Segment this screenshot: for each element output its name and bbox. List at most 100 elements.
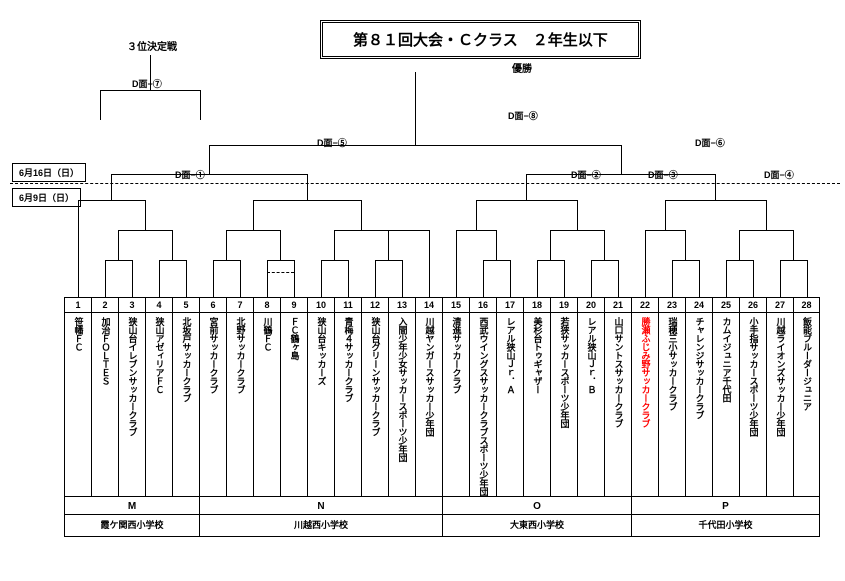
team-cell: 22勝瀬ふじみ野サッカークラブ: [631, 297, 658, 497]
team-name: 飯能ブルーダージュニア: [802, 313, 811, 411]
team-cell: 9ＦＣ鶴ヶ島: [280, 297, 307, 497]
round-d5: D面−⑤: [317, 136, 347, 149]
venue-row: M霞ケ関西小学校N川越西小学校O大東西小学校P千代田小学校: [64, 497, 820, 537]
venue-name: 千代田小学校: [698, 515, 752, 534]
team-name: 笹幡ＦＣ: [74, 313, 83, 351]
team-number: 23: [659, 298, 685, 313]
team-name: 入間少年少女サッカースポーツ少年団: [398, 313, 407, 462]
team-number: 10: [308, 298, 334, 313]
team-cell: 25カムイジュニア千代田: [712, 297, 739, 497]
team-number: 15: [443, 298, 469, 313]
team-cell: 24チャレンジサッカークラブ: [685, 297, 712, 497]
team-cell: 10狭山台キッカーズ: [307, 297, 334, 497]
team-name: 若狭サッカースポーツ少年団: [560, 313, 569, 428]
team-cell: 6宮前サッカークラブ: [199, 297, 226, 497]
team-cell: 12狭山台グリーンサッカークラブ: [361, 297, 388, 497]
round-d4: D面−④: [764, 168, 794, 181]
venue-name: 大東西小学校: [510, 515, 564, 534]
team-name: 狭山台グリーンサッカークラブ: [371, 313, 380, 436]
team-number: 16: [470, 298, 496, 313]
team-number: 18: [524, 298, 550, 313]
venue-cell: O大東西小学校: [442, 497, 631, 537]
team-row: 1笹幡ＦＣ2加治ＦＯＬＴＥＳ3狭山台イレブンサッカークラブ4狭山アゼィリアＦＣ5…: [64, 297, 820, 497]
team-name: 山口サントスサッカークラブ: [614, 313, 623, 428]
team-cell: 1笹幡ＦＣ: [64, 297, 91, 497]
venue-name: 川越西小学校: [294, 515, 348, 534]
team-number: 11: [335, 298, 361, 313]
team-cell: 21山口サントスサッカークラブ: [604, 297, 631, 497]
team-name: レアル狭山Ｊｒ．Ａ: [506, 313, 515, 394]
team-name: 川鶴ＦＣ: [263, 313, 272, 351]
team-number: 26: [740, 298, 766, 313]
venue-cell: P千代田小学校: [631, 497, 820, 537]
team-name: 小手指サッカースポーツ少年団: [749, 313, 758, 436]
date-r1: 6月16日（日）: [12, 163, 86, 182]
team-name: 北坂戸サッカークラブ: [182, 313, 191, 402]
venue-group: M: [65, 499, 199, 515]
team-number: 22: [632, 298, 658, 313]
venue-group: O: [443, 499, 631, 515]
round-d8: D面−⑧: [508, 109, 538, 122]
team-name: 川越ヤンガースサッカー少年団: [425, 313, 434, 436]
team-cell: 23瑞穂三小サッカークラブ: [658, 297, 685, 497]
date-r0: 6月9日（日）: [12, 188, 81, 207]
winner-label: 優勝: [512, 60, 532, 75]
team-cell: 3狭山台イレブンサッカークラブ: [118, 297, 145, 497]
team-name: ＦＣ鶴ヶ島: [290, 313, 299, 360]
team-cell: 11青梅４サッカークラブ: [334, 297, 361, 497]
team-number: 25: [713, 298, 739, 313]
venue-group: N: [200, 499, 442, 515]
team-name: 勝瀬ふじみ野サッカークラブ: [641, 313, 650, 428]
team-number: 4: [146, 298, 172, 313]
venue-cell: M霞ケ関西小学校: [64, 497, 199, 537]
team-number: 8: [254, 298, 280, 313]
team-number: 27: [767, 298, 793, 313]
team-cell: 2加治ＦＯＬＴＥＳ: [91, 297, 118, 497]
team-number: 20: [578, 298, 604, 313]
team-name: カムイジュニア千代田: [722, 313, 731, 402]
team-number: 14: [416, 298, 442, 313]
team-name: 北野サッカークラブ: [236, 313, 245, 394]
team-number: 28: [794, 298, 819, 313]
team-name: 清進サッカークラブ: [452, 313, 461, 394]
team-number: 5: [173, 298, 199, 313]
third-place-label: ３位決定戦: [127, 38, 177, 53]
round-d6: D面−⑥: [695, 136, 725, 149]
team-number: 13: [389, 298, 415, 313]
team-cell: 5北坂戸サッカークラブ: [172, 297, 199, 497]
team-cell: 27川越ライオンズサッカー少年団: [766, 297, 793, 497]
team-name: 青梅４サッカークラブ: [344, 313, 353, 402]
team-number: 21: [605, 298, 631, 313]
team-name: レアル狭山Ｊｒ．Ｂ: [587, 313, 596, 394]
team-cell: 19若狭サッカースポーツ少年団: [550, 297, 577, 497]
team-cell: 17レアル狭山Ｊｒ．Ａ: [496, 297, 523, 497]
team-cell: 13入間少年少女サッカースポーツ少年団: [388, 297, 415, 497]
team-cell: 7北野サッカークラブ: [226, 297, 253, 497]
team-name: 狭山アゼィリアＦＣ: [155, 313, 164, 394]
team-number: 6: [200, 298, 226, 313]
venue-name: 霞ケ関西小学校: [100, 515, 163, 534]
team-cell: 14川越ヤンガースサッカー少年団: [415, 297, 442, 497]
team-name: 瑞穂三小サッカークラブ: [668, 313, 677, 411]
title: 第８１回大会・Ｃクラス ２年生以下: [320, 20, 641, 59]
team-number: 9: [281, 298, 307, 313]
team-number: 1: [65, 298, 91, 313]
team-number: 3: [119, 298, 145, 313]
team-name: 狭山台キッカーズ: [317, 313, 326, 385]
venue-group: P: [632, 499, 819, 515]
team-cell: 8川鶴ＦＣ: [253, 297, 280, 497]
team-cell: 16西武ウイングスサッカークラブスポーツ少年団: [469, 297, 496, 497]
team-cell: 28飯能ブルーダージュニア: [793, 297, 820, 497]
venue-cell: N川越西小学校: [199, 497, 442, 537]
team-name: 宮前サッカークラブ: [209, 313, 218, 394]
team-number: 2: [92, 298, 118, 313]
team-name: 川越ライオンズサッカー少年団: [776, 313, 785, 436]
team-cell: 26小手指サッカースポーツ少年団: [739, 297, 766, 497]
team-number: 17: [497, 298, 523, 313]
team-number: 7: [227, 298, 253, 313]
round-d7: D面−⑦: [132, 77, 162, 90]
team-number: 19: [551, 298, 577, 313]
team-number: 12: [362, 298, 388, 313]
team-name: 加治ＦＯＬＴＥＳ: [101, 313, 110, 385]
team-number: 24: [686, 298, 712, 313]
